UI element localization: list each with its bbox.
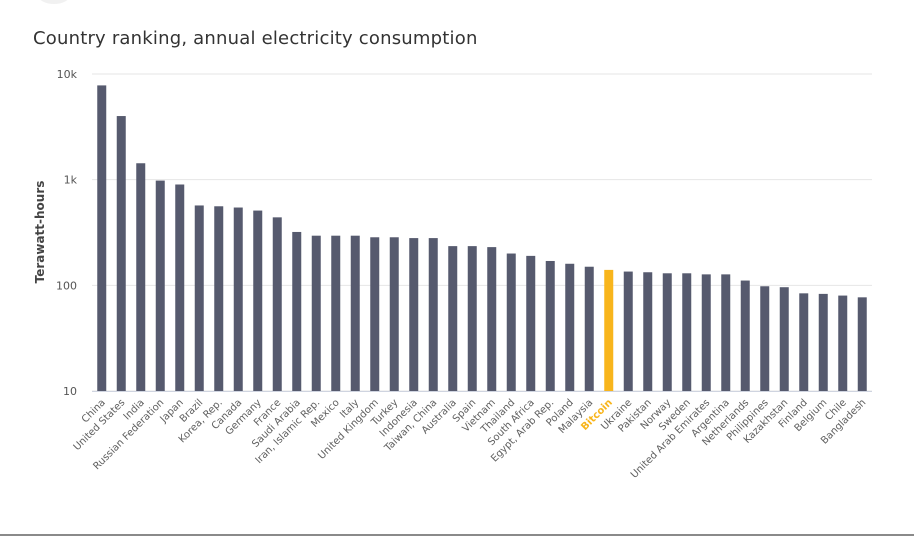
bar[interactable]: [760, 286, 770, 391]
y-tick-label: 10k: [57, 68, 78, 81]
bar[interactable]: [506, 253, 516, 391]
gridlines: [92, 73, 872, 392]
bar[interactable]: [233, 207, 243, 391]
bar[interactable]: [818, 293, 828, 391]
chart-title: Country ranking, annual electricity cons…: [33, 28, 478, 49]
bar[interactable]: [311, 235, 321, 391]
bar[interactable]: [116, 116, 126, 391]
bar[interactable]: [331, 235, 341, 391]
bar[interactable]: [487, 247, 497, 391]
bar-highlight[interactable]: [604, 269, 614, 391]
y-tick-label: 1k: [64, 174, 78, 187]
bar[interactable]: [623, 271, 633, 391]
bar[interactable]: [253, 210, 263, 391]
decorative-arc: [38, 0, 70, 4]
bar[interactable]: [97, 85, 107, 391]
bar[interactable]: [662, 273, 672, 391]
bar[interactable]: [799, 293, 809, 391]
bar[interactable]: [350, 235, 360, 391]
y-tick-label: 100: [56, 279, 77, 292]
bar[interactable]: [428, 238, 438, 391]
bar[interactable]: [389, 237, 399, 391]
bar[interactable]: [779, 287, 789, 391]
bar[interactable]: [838, 295, 848, 391]
bar[interactable]: [194, 205, 204, 391]
bar[interactable]: [565, 263, 575, 391]
bar[interactable]: [721, 274, 731, 391]
bar[interactable]: [740, 280, 750, 391]
bar[interactable]: [155, 180, 165, 391]
bar[interactable]: [584, 266, 594, 391]
bottom-border: [0, 534, 914, 536]
bars: [97, 85, 867, 391]
bar[interactable]: [409, 238, 419, 391]
bar[interactable]: [545, 260, 555, 391]
bar[interactable]: [467, 246, 477, 391]
bar[interactable]: [643, 272, 653, 391]
y-axis-label: Terawatt-hours: [33, 181, 47, 284]
bar[interactable]: [682, 273, 692, 391]
bar[interactable]: [857, 297, 867, 391]
bar[interactable]: [448, 246, 458, 391]
bar[interactable]: [214, 206, 224, 391]
bar[interactable]: [701, 274, 711, 391]
bar[interactable]: [292, 231, 302, 391]
bar[interactable]: [370, 237, 380, 391]
bar[interactable]: [175, 184, 185, 391]
bar[interactable]: [272, 217, 282, 391]
y-tick-label: 10: [63, 385, 77, 398]
bar[interactable]: [136, 163, 146, 391]
bar[interactable]: [526, 255, 536, 391]
